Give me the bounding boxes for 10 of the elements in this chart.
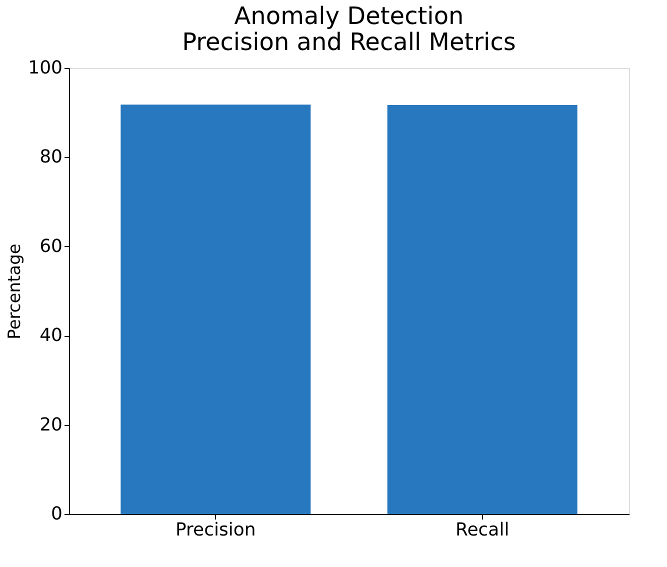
y-tick-label: 0 — [51, 504, 62, 524]
y-tick-label: 100 — [28, 58, 62, 78]
y-tick-label: 80 — [40, 146, 62, 168]
y-tick-label: 20 — [40, 414, 62, 436]
chart-title: Anomaly Detection Precision and Recall Metrics — [182, 2, 516, 56]
y-axis-title: Percentage — [5, 244, 26, 340]
y-tick-label: 40 — [40, 325, 62, 346]
x-tick-label: Precision — [176, 520, 256, 540]
y-tick-label: 60 — [40, 236, 62, 257]
x-tick-label: Recall — [455, 520, 510, 540]
